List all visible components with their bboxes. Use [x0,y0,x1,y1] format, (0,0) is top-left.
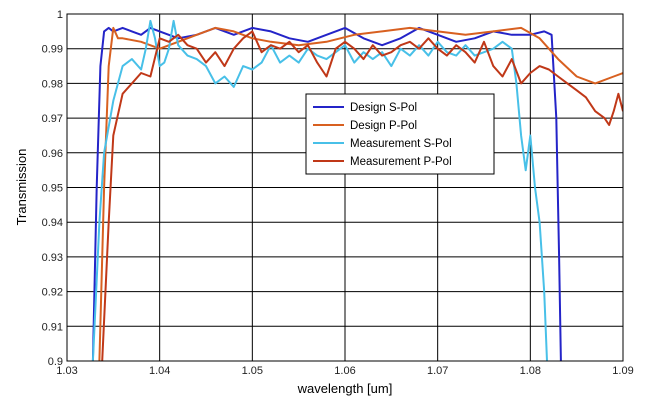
plot-frame [66,13,624,362]
x-tick-label: 1.05 [242,365,263,377]
x-tick-label: 1.06 [334,365,355,377]
y-tick-label: 0.93 [42,252,63,264]
y-axis-ticks: 0.9 0.91 0.92 0.93 0.94 0.95 0.96 0.97 0.98 0.99 1 [42,9,63,368]
legend-item: Design S-Pol [313,102,417,114]
y-tick-label: 0.98 [42,78,63,90]
series-line-measurement-p-pol [101,30,623,361]
series-group [91,19,623,361]
y-tick-label: 0.96 [42,148,63,160]
x-tick-label: 1.08 [520,365,541,377]
legend-item: Measurement P-Pol [313,156,452,168]
series-line-design-s-pol [91,26,562,361]
legend: Design S-Pol Design P-Pol Measurement S-Po… [305,93,495,175]
y-tick-label: 1 [57,9,63,21]
legend-label: Measurement S-Pol [350,138,452,150]
x-tick-label: 1.09 [612,365,633,377]
legend-label: Measurement P-Pol [350,156,452,168]
y-tick-label: 0.9 [48,356,63,368]
y-axis-label: Transmission [14,149,29,226]
y-tick-label: 0.94 [42,217,63,229]
x-tick-label: 1.07 [427,365,448,377]
x-tick-label: 1.04 [149,365,170,377]
legend-label: Design P-Pol [350,120,417,132]
series-line-measurement-s-pol [91,19,548,361]
legend-item: Measurement S-Pol [313,138,452,150]
legend-label: Design S-Pol [350,102,417,114]
y-tick-label: 0.91 [42,321,63,333]
legend-item: Design P-Pol [313,120,417,132]
series-line-design-p-pol [98,26,623,361]
x-axis-label: wavelength [um] [297,381,393,396]
y-tick-label: 0.99 [42,44,63,56]
y-tick-label: 0.97 [42,113,63,125]
y-tick-label: 0.92 [42,287,63,299]
x-axis-ticks: 1.03 1.04 1.05 1.06 1.07 1.08 1.09 [56,365,633,377]
y-tick-label: 0.95 [42,183,63,195]
x-tick-label: 1.03 [56,365,77,377]
